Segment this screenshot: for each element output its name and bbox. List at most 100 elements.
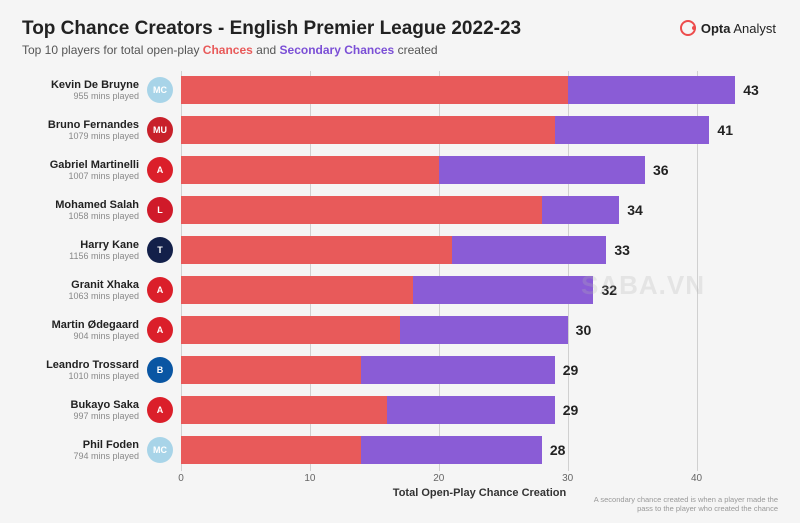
player-label: Gabriel Martinelli 1007 mins played: [22, 159, 147, 182]
player-row: Bukayo Saka 997 mins played A 29: [22, 391, 778, 429]
bar-chances: [181, 116, 555, 144]
bar-secondary: [555, 116, 710, 144]
player-label: Bukayo Saka 997 mins played: [22, 399, 147, 422]
player-row: Gabriel Martinelli 1007 mins played A 36: [22, 151, 778, 189]
bar-chances: [181, 396, 387, 424]
bar-secondary: [413, 276, 593, 304]
club-badge-icon: B: [147, 357, 173, 383]
bar-secondary: [387, 396, 555, 424]
x-tick: 40: [691, 473, 702, 484]
legend-chances: Chances: [203, 43, 253, 57]
chart-subtitle: Top 10 players for total open-play Chanc…: [22, 43, 778, 57]
player-mins: 1007 mins played: [22, 171, 139, 182]
bar-chances: [181, 356, 361, 384]
player-name: Gabriel Martinelli: [22, 159, 139, 171]
bar-total: 28: [550, 442, 566, 458]
x-axis: Total Open-Play Chance Creation 01020304…: [181, 473, 778, 497]
player-label: Harry Kane 1156 mins played: [22, 239, 147, 262]
player-row: Martin Ødegaard 904 mins played A 30: [22, 311, 778, 349]
bar-wrap: 29: [181, 356, 778, 384]
bar-wrap: 41: [181, 116, 778, 144]
bar-chances: [181, 196, 542, 224]
player-name: Harry Kane: [22, 239, 139, 251]
player-mins: 1156 mins played: [22, 251, 139, 262]
player-name: Phil Foden: [22, 439, 139, 451]
bar-wrap: 29: [181, 396, 778, 424]
chart-area: Kevin De Bruyne 955 mins played MC 43 Br…: [22, 71, 778, 476]
bar-total: 34: [627, 202, 643, 218]
x-axis-label: Total Open-Play Chance Creation: [393, 487, 566, 499]
player-label: Mohamed Salah 1058 mins played: [22, 199, 147, 222]
club-badge-icon: L: [147, 197, 173, 223]
bar-secondary: [568, 76, 736, 104]
bar-total: 33: [614, 242, 630, 258]
bar-total: 32: [601, 282, 617, 298]
player-label: Phil Foden 794 mins played: [22, 439, 147, 462]
player-name: Leandro Trossard: [22, 359, 139, 371]
opta-logo: Opta Analyst: [680, 20, 776, 36]
header: Top Chance Creators - English Premier Le…: [22, 18, 778, 57]
bar-secondary: [361, 356, 554, 384]
bar-chances: [181, 76, 568, 104]
bar-secondary: [542, 196, 619, 224]
bar-wrap: 34: [181, 196, 778, 224]
bar-wrap: 30: [181, 316, 778, 344]
player-mins: 1063 mins played: [22, 291, 139, 302]
opta-logo-text: Opta Analyst: [701, 21, 776, 36]
club-badge-icon: T: [147, 237, 173, 263]
x-tick: 10: [304, 473, 315, 484]
club-badge-icon: A: [147, 277, 173, 303]
bar-total: 29: [563, 402, 579, 418]
player-row: Phil Foden 794 mins played MC 28: [22, 431, 778, 469]
bar-wrap: 28: [181, 436, 778, 464]
player-row: Granit Xhaka 1063 mins played A 32: [22, 271, 778, 309]
player-mins: 955 mins played: [22, 91, 139, 102]
bar-total: 36: [653, 162, 669, 178]
club-badge-icon: A: [147, 157, 173, 183]
player-row: Kevin De Bruyne 955 mins played MC 43: [22, 71, 778, 109]
player-label: Bruno Fernandes 1079 mins played: [22, 119, 147, 142]
player-name: Kevin De Bruyne: [22, 79, 139, 91]
player-label: Martin Ødegaard 904 mins played: [22, 319, 147, 342]
bar-chances: [181, 156, 439, 184]
bar-chances: [181, 276, 413, 304]
player-name: Bukayo Saka: [22, 399, 139, 411]
legend-secondary: Secondary Chances: [280, 43, 395, 57]
player-name: Bruno Fernandes: [22, 119, 139, 131]
player-mins: 1010 mins played: [22, 371, 139, 382]
player-name: Granit Xhaka: [22, 279, 139, 291]
club-badge-icon: MC: [147, 77, 173, 103]
footnote: A secondary chance created is when a pla…: [578, 495, 778, 513]
club-badge-icon: A: [147, 317, 173, 343]
player-row: Harry Kane 1156 mins played T 33: [22, 231, 778, 269]
bar-total: 43: [743, 82, 759, 98]
opta-logo-icon: [680, 20, 696, 36]
player-row: Mohamed Salah 1058 mins played L 34: [22, 191, 778, 229]
player-label: Granit Xhaka 1063 mins played: [22, 279, 147, 302]
bar-wrap: 32: [181, 276, 778, 304]
bar-total: 30: [576, 322, 592, 338]
bar-chances: [181, 316, 400, 344]
club-badge-icon: MC: [147, 437, 173, 463]
player-label: Kevin De Bruyne 955 mins played: [22, 79, 147, 102]
player-mins: 1058 mins played: [22, 211, 139, 222]
bar-total: 41: [717, 122, 733, 138]
player-name: Martin Ødegaard: [22, 319, 139, 331]
player-mins: 1079 mins played: [22, 131, 139, 142]
bar-secondary: [361, 436, 541, 464]
bar-total: 29: [563, 362, 579, 378]
player-mins: 794 mins played: [22, 451, 139, 462]
bar-secondary: [439, 156, 645, 184]
bar-wrap: 33: [181, 236, 778, 264]
player-row: Bruno Fernandes 1079 mins played MU 41: [22, 111, 778, 149]
player-label: Leandro Trossard 1010 mins played: [22, 359, 147, 382]
x-tick: 30: [562, 473, 573, 484]
player-mins: 997 mins played: [22, 411, 139, 422]
bar-wrap: 43: [181, 76, 778, 104]
x-tick: 0: [178, 473, 184, 484]
bar-chances: [181, 436, 361, 464]
bar-wrap: 36: [181, 156, 778, 184]
bar-chances: [181, 236, 452, 264]
chart-title: Top Chance Creators - English Premier Le…: [22, 18, 778, 40]
player-row: Leandro Trossard 1010 mins played B 29: [22, 351, 778, 389]
